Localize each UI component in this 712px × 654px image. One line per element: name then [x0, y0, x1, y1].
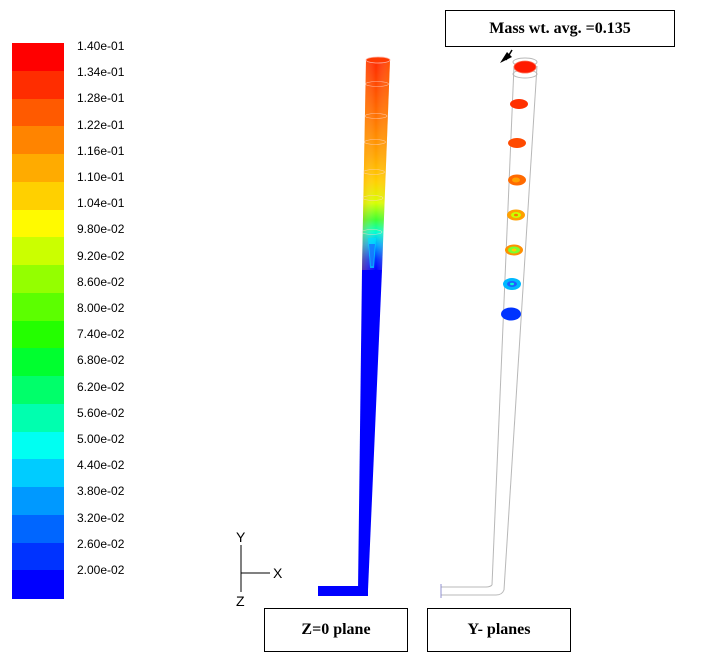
- colorbar-tick-label: 5.00e-02: [77, 432, 125, 446]
- colorbar-tick-label: 5.60e-02: [77, 405, 125, 420]
- colorbar-tick-label: 1.34e-01: [77, 65, 125, 80]
- z0-plane-pipe: [318, 56, 391, 596]
- annotation-arrowhead: [500, 52, 512, 63]
- colorbar-legend: [12, 43, 64, 599]
- colorbar-tick-label: 9.80e-02: [77, 222, 125, 237]
- colorbar-tick-label: 3.20e-02: [77, 510, 125, 525]
- axis-z-label: Z: [236, 593, 245, 609]
- colorbar-swatch: [12, 292, 64, 321]
- axis-x-label: X: [273, 565, 283, 581]
- colorbar-swatch: [12, 126, 64, 155]
- colorbar-tick-label: 1.10e-01: [77, 170, 125, 184]
- coordinate-axes: [240, 545, 270, 592]
- pipe-top-cap: [365, 56, 391, 64]
- plane-disc: [508, 138, 526, 148]
- colorbar-swatch: [12, 376, 64, 405]
- mass-avg-annotation: Mass wt. avg. =0.135: [445, 10, 675, 47]
- colorbar-tick-label: 7.40e-02: [77, 327, 125, 342]
- plane-disc: [501, 307, 521, 321]
- plane-disc-outlet: [513, 60, 537, 74]
- colorbar-swatch: [12, 570, 64, 599]
- colorbar-tick-label: 3.80e-02: [77, 484, 125, 499]
- colorbar-tick-label: 1.04e-01: [77, 196, 125, 211]
- colorbar-tick-label: 4.40e-02: [77, 458, 125, 473]
- colorbar-swatch: [12, 43, 64, 72]
- colorbar-swatch: [12, 431, 64, 460]
- colorbar-tick-label: 1.40e-01: [77, 39, 125, 53]
- axis-y-label: Y: [236, 529, 246, 545]
- colorbar-swatch: [12, 514, 64, 543]
- colorbar-tick-label: 9.20e-02: [77, 248, 125, 263]
- colorbar-swatch: [12, 98, 64, 127]
- colorbar-tick-label: 8.00e-02: [77, 301, 125, 315]
- colorbar-swatch: [12, 237, 64, 266]
- colorbar-swatch: [12, 542, 64, 571]
- colorbar-swatch: [12, 403, 64, 432]
- pipe-inlet-section: [318, 586, 368, 596]
- colorbar-swatch: [12, 154, 64, 183]
- colorbar-swatch: [12, 348, 64, 377]
- y-planes-pipe: [440, 57, 538, 598]
- colorbar-swatch: [12, 181, 64, 210]
- colorbar-swatch: [12, 209, 64, 238]
- y-planes-label: Y- planes: [427, 608, 571, 652]
- colorbar-swatch: [12, 70, 64, 99]
- colorbar-swatch: [12, 487, 64, 516]
- colorbar-tick-label: 2.60e-02: [77, 536, 125, 551]
- colorbar-tick-label: 1.16e-01: [77, 143, 125, 158]
- z0-plane-label: Z=0 plane: [264, 608, 408, 652]
- colorbar-swatch: [12, 459, 64, 488]
- colorbar-tick-label: 2.00e-02: [77, 563, 125, 577]
- colorbar-tick-label: 6.20e-02: [77, 379, 125, 394]
- pipe-lower-section: [358, 270, 382, 590]
- colorbar-swatch: [12, 265, 64, 294]
- y-plane-discs: [501, 60, 537, 321]
- colorbar-tick-label: 8.60e-02: [77, 274, 125, 289]
- colorbar-tick-label: 1.22e-01: [77, 117, 125, 132]
- colorbar-swatch: [12, 320, 64, 349]
- colorbar-tick-label: 1.28e-01: [77, 91, 125, 106]
- colorbar-tick-label: 6.80e-02: [77, 353, 125, 368]
- plane-disc: [510, 99, 528, 109]
